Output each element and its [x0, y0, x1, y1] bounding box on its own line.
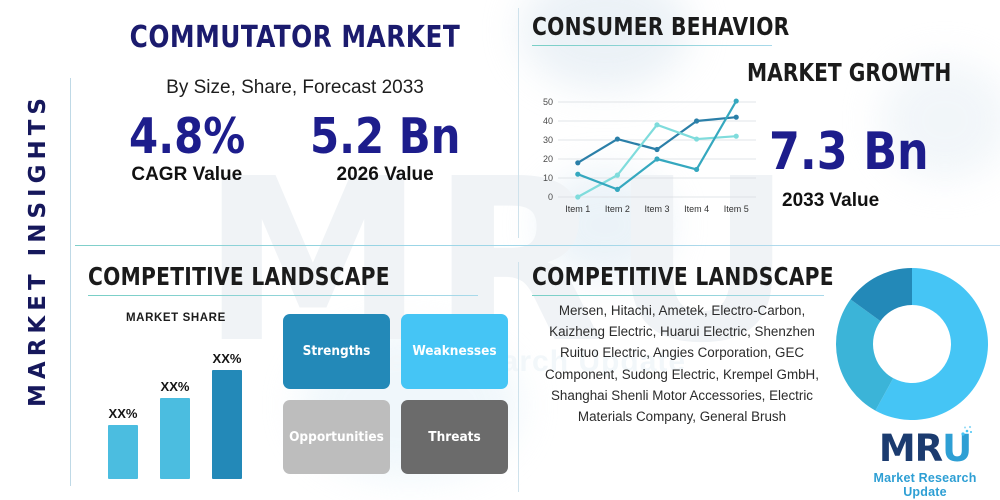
divider-vertical-top [518, 8, 519, 238]
swot-box-threats[interactable]: Threats [401, 399, 508, 474]
market-share-donut-chart [836, 268, 988, 420]
bar-value-label: XX% [212, 350, 242, 366]
bar-value-label: XX% [108, 406, 138, 422]
donut-segment [850, 268, 912, 322]
logo-mark-mr: MR [878, 427, 943, 470]
data-point [575, 171, 581, 177]
divider-horizontal-main [75, 245, 1000, 246]
title-panel: COMMUTATOR MARKET By Size, Share, Foreca… [75, 10, 515, 238]
market-share-label: MARKET SHARE [126, 312, 226, 324]
bar-item: XX% [108, 406, 138, 479]
consumer-behavior-heading: CONSUMER BEHAVIOR [532, 12, 790, 41]
data-point [733, 114, 739, 120]
page-title: COMMUTATOR MARKET [129, 20, 461, 55]
donut-segment [836, 299, 894, 411]
data-point [694, 118, 700, 124]
consumer-behavior-line-chart: 0 10 20 30 40 50 Item 1 Item 2 Item 3 Item 4 Item … [543, 97, 756, 214]
divider-vertical-bottom [518, 262, 519, 492]
x-axis-tick-label: Item 1 [565, 204, 590, 214]
data-point [614, 186, 620, 192]
logo-mark-u: U [942, 427, 972, 470]
bar [212, 369, 242, 479]
data-point [614, 136, 620, 142]
x-axis-tick-label: Item 4 [684, 204, 709, 214]
kpi-cagr-value: 4.8% [128, 108, 245, 165]
y-axis-tick-label: 40 [543, 116, 553, 126]
data-point [654, 122, 660, 128]
data-point [654, 156, 660, 162]
bar [108, 425, 138, 479]
y-axis-tick-label: 20 [543, 154, 553, 164]
market-share-bar-chart: XX% XX% XX% [108, 324, 268, 479]
background-blob [880, 60, 1000, 180]
side-label: MARKET INSIGHTS [10, 0, 66, 500]
logo-mark: MRU [878, 425, 972, 470]
heading-underline [88, 295, 478, 296]
x-axis-tick-label: Item 2 [605, 204, 630, 214]
background-blob [540, 170, 670, 280]
swot-grid: Strengths Weaknesses Opportunities Threats [283, 314, 508, 474]
data-point [575, 160, 581, 166]
x-axis-tick-label: Item 5 [724, 204, 749, 214]
data-point [654, 146, 660, 153]
logo-tagline: Market Research Update [873, 471, 977, 499]
y-axis-tick-label: 30 [543, 135, 553, 145]
consumer-behavior-panel: CONSUMER BEHAVIOR MARKET GROWTH 7.3 Bn 2… [532, 12, 1000, 238]
line-series [576, 99, 738, 191]
data-point [694, 136, 700, 142]
y-axis-tick-label: 50 [543, 97, 553, 107]
y-axis-tick-label: 10 [543, 173, 553, 183]
logo-dots-icon [961, 425, 973, 436]
data-point [694, 166, 700, 173]
kpi-2026-caption: 2026 Value [336, 164, 434, 186]
data-point [614, 172, 620, 178]
bar-item: XX% [160, 379, 190, 479]
side-label-text: MARKET INSIGHTS [25, 93, 52, 407]
kpi-cagr-caption: CAGR Value [131, 164, 243, 186]
bar-value-label: XX% [160, 379, 190, 395]
donut-segment [875, 268, 988, 420]
bar-item: XX% [212, 351, 242, 479]
heading-underline [532, 295, 824, 296]
swot-box-strengths[interactable]: Strengths [283, 314, 390, 389]
divider-vertical-main [70, 78, 71, 486]
heading-underline [532, 45, 772, 46]
competitive-right-heading: COMPETITIVE LANDSCAPE [532, 262, 834, 291]
kpi-row: 4.8% CAGR Value 5.2 Bn 2026 Value [75, 111, 515, 186]
market-growth-caption: 2033 Value [782, 190, 880, 211]
bar [160, 398, 190, 479]
swot-box-opportunities[interactable]: Opportunities [283, 399, 390, 474]
market-growth-heading: MARKET GROWTH [747, 58, 952, 87]
data-point [733, 133, 739, 139]
competitive-landscape-left-panel: COMPETITIVE LANDSCAPE MARKET SHARE XX% XX… [88, 262, 513, 494]
data-point [733, 98, 739, 104]
kpi-cagr: 4.8% CAGR Value [126, 111, 248, 186]
data-point [575, 194, 581, 200]
competitive-landscape-right-panel: COMPETITIVE LANDSCAPE Mersen, Hitachi, A… [532, 262, 1000, 499]
kpi-2026: 5.2 Bn 2026 Value [306, 111, 464, 186]
page-subtitle: By Size, Share, Forecast 2033 [166, 77, 424, 98]
brand-logo: MRU Market Research Update [850, 425, 1000, 499]
y-axis-tick-label: 0 [548, 192, 553, 202]
x-axis-tick-label: Item 3 [644, 204, 669, 214]
competitive-left-heading: COMPETITIVE LANDSCAPE [88, 262, 390, 291]
market-growth-value: 7.3 Bn [769, 122, 929, 182]
company-list: Mersen, Hitachi, Ametek, Electro-Carbon,… [545, 303, 819, 424]
kpi-2026-value: 5.2 Bn [309, 108, 461, 165]
swot-box-weaknesses[interactable]: Weaknesses [401, 314, 508, 389]
